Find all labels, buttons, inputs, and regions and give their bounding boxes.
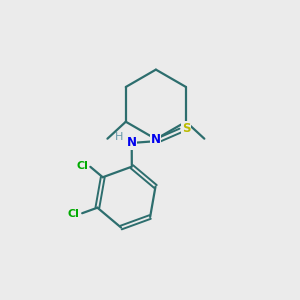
Text: N: N (151, 133, 161, 146)
Text: Cl: Cl (68, 209, 80, 219)
Text: H: H (115, 132, 124, 142)
Text: N: N (127, 136, 137, 149)
Text: Cl: Cl (76, 161, 88, 171)
Text: S: S (182, 122, 190, 135)
